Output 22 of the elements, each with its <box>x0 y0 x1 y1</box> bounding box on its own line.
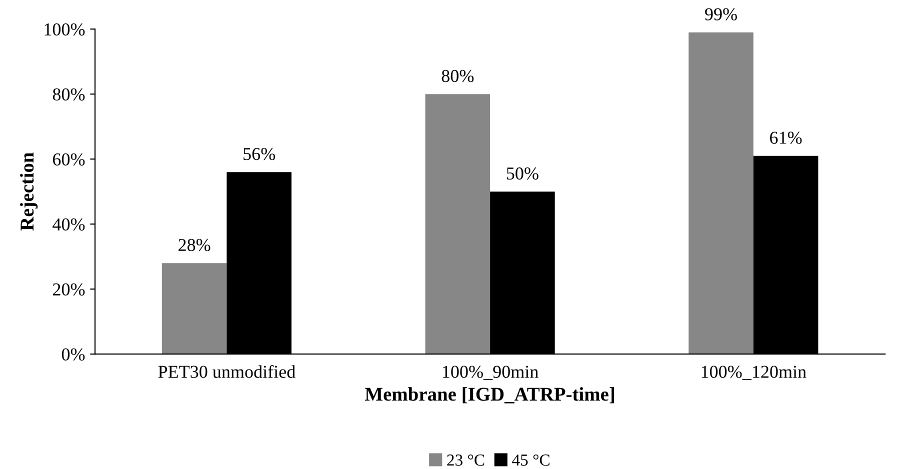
y-tick-label: 80% <box>52 88 85 101</box>
data-label: 99% <box>705 8 737 20</box>
y-tick-label: 40% <box>52 218 85 231</box>
x-tick-label: 100%_90min <box>443 366 538 380</box>
legend-label: 45 °C <box>512 454 550 466</box>
y-axis-title: Rejection <box>20 152 38 231</box>
y-tick-label: 20% <box>53 283 85 296</box>
data-label: 50% <box>506 167 538 180</box>
x-axis-title: Membrane [IGD_ATRP-time] <box>365 387 614 404</box>
y-tick-label: 0% <box>62 348 85 361</box>
x-tick-label: PET30 unmodified <box>158 365 296 378</box>
data-label: 61% <box>770 132 802 144</box>
legend-label: 23 °C <box>447 454 484 466</box>
data-label: 28% <box>178 238 210 252</box>
data-label: 56% <box>244 148 276 160</box>
y-tick-label: 100% <box>44 23 85 36</box>
data-label: 80% <box>442 70 474 82</box>
bar <box>162 263 227 354</box>
x-tick-label: 100%_120min <box>702 366 806 380</box>
bar <box>425 94 490 354</box>
bar <box>688 32 754 354</box>
y-tick-label: 60% <box>52 153 85 166</box>
